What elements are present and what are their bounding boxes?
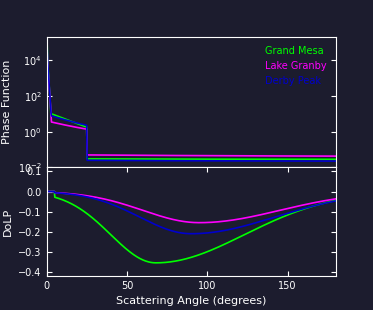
X-axis label: Scattering Angle (degrees): Scattering Angle (degrees)	[116, 296, 266, 306]
Legend: Grand Mesa, Lake Granby, Derby Peak: Grand Mesa, Lake Granby, Derby Peak	[261, 42, 331, 90]
Y-axis label: Phase Function: Phase Function	[3, 60, 12, 144]
Y-axis label: DoLP: DoLP	[3, 207, 13, 236]
